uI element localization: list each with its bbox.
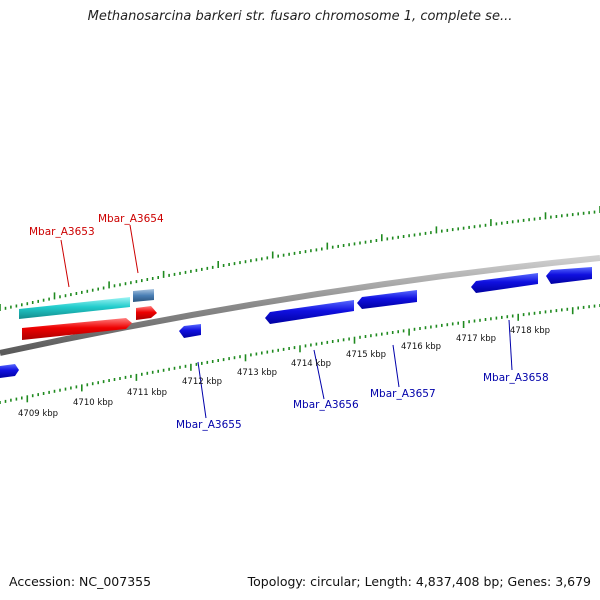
scale-label-4710: 4710 kbp (73, 398, 113, 408)
scale-label-4718: 4718 kbp (510, 326, 550, 336)
scale-label-4717: 4717 kbp (456, 334, 496, 344)
accession-label: Accession: NC_007355 (9, 574, 152, 589)
gene-label-mbar-a3654[interactable]: Mbar_A3654 (98, 213, 164, 225)
gene-label-mbar-a3656[interactable]: Mbar_A3656 (293, 399, 359, 411)
cds-feature-mbar-a3654[interactable] (136, 306, 157, 320)
outer-tick-track (0, 206, 600, 311)
cds-feature-mbar-a3658[interactable] (471, 273, 538, 293)
scale-label-4711: 4711 kbp (127, 388, 167, 398)
scale-label-4712: 4712 kbp (182, 377, 222, 387)
scale-label-4713: 4713 kbp (237, 368, 277, 378)
map-title: Methanosarcina barkeri str. fusaro chrom… (87, 9, 513, 24)
forward-features (19, 289, 157, 340)
cds-feature-right-edge[interactable] (546, 267, 592, 284)
reverse-features (0, 267, 592, 378)
scale-label-4715: 4715 kbp (346, 350, 386, 360)
gene-label-mbar-a3653[interactable]: Mbar_A3653 (29, 226, 95, 238)
leader-lines (60, 224, 513, 419)
genome-summary: Topology: circular; Length: 4,837,408 bp… (247, 574, 591, 589)
scale-label-4709: 4709 kbp (18, 409, 58, 419)
inner-tick-track (0, 304, 600, 404)
cds-feature-mbar-a3657[interactable] (357, 290, 417, 309)
gene-label-mbar-a3657[interactable]: Mbar_A3657 (370, 388, 436, 400)
gene-label-mbar-a3655[interactable]: Mbar_A3655 (176, 419, 242, 431)
gene-feature-mbar-a3654[interactable] (133, 289, 154, 302)
cds-feature-left-edge[interactable] (0, 364, 19, 378)
gene-label-mbar-a3658[interactable]: Mbar_A3658 (483, 372, 549, 384)
scale-label-4714: 4714 kbp (291, 359, 331, 369)
cds-feature-mbar-a3656[interactable] (265, 300, 354, 324)
cds-feature-mbar-a3655[interactable] (179, 324, 201, 338)
cds-feature-mbar-a3653[interactable] (22, 318, 132, 340)
chromosome-backbone (0, 255, 600, 356)
scale-label-4716: 4716 kbp (401, 342, 441, 352)
gene-feature-mbar-a3653[interactable] (19, 297, 130, 319)
